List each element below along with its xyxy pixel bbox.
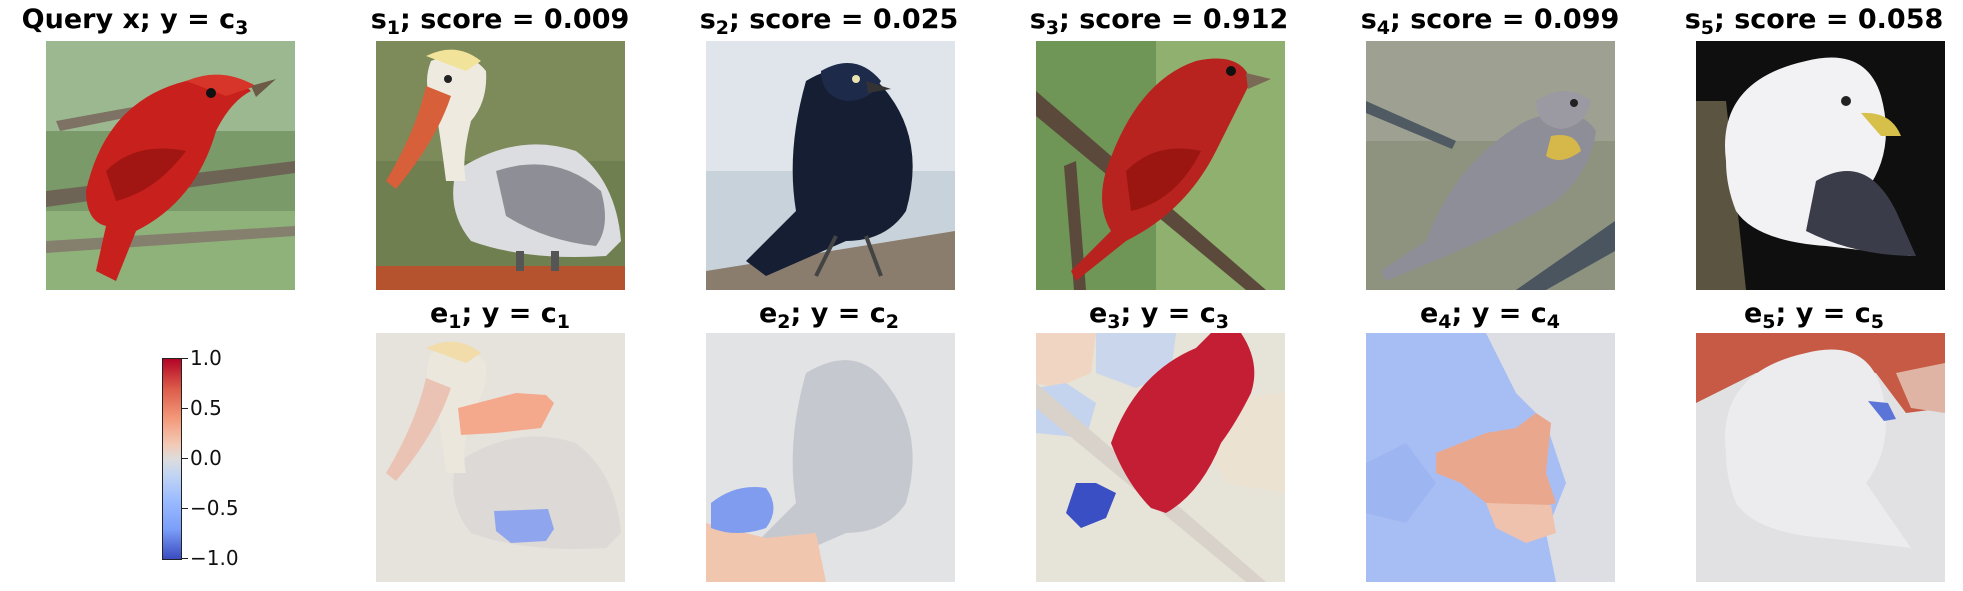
explanation-2-heatmap bbox=[706, 333, 955, 582]
sample-4-image-warbler bbox=[1366, 41, 1615, 290]
explanation-1-title: e1; y = c1 bbox=[429, 298, 570, 333]
colorbar-tick-label: 1.0 bbox=[190, 346, 222, 370]
sample-4-title: s4; score = 0.099 bbox=[1360, 4, 1620, 39]
explanation-3-title: e3; y = c3 bbox=[1088, 298, 1229, 333]
query-image-red-bird bbox=[46, 41, 295, 290]
colorbar bbox=[162, 358, 182, 560]
sample-3-title: s3; score = 0.912 bbox=[1029, 4, 1289, 39]
colorbar-tick bbox=[182, 508, 188, 509]
sample-1-title: s1; score = 0.009 bbox=[370, 4, 630, 39]
colorbar-tick-label: −0.5 bbox=[190, 496, 239, 520]
sample-1-image-pelican bbox=[376, 41, 625, 290]
explanation-4-title: e4; y = c4 bbox=[1419, 298, 1560, 333]
colorbar-tick bbox=[182, 458, 188, 459]
sample-5-image-gull bbox=[1696, 41, 1945, 290]
colorbar-tick-label: 0.0 bbox=[190, 446, 222, 470]
colorbar-tick bbox=[182, 408, 188, 409]
colorbar-tick bbox=[182, 358, 188, 359]
colorbar-tick-label: −1.0 bbox=[190, 546, 239, 570]
sample-3-image-red-bird bbox=[1036, 41, 1285, 290]
colorbar-tick bbox=[182, 558, 188, 559]
explanation-5-heatmap bbox=[1696, 333, 1945, 582]
explanation-5-title: e5; y = c5 bbox=[1743, 298, 1884, 333]
query-title: Query x; y = c3 bbox=[21, 4, 249, 39]
colorbar-tick-label: 0.5 bbox=[190, 396, 222, 420]
sample-2-title: s2; score = 0.025 bbox=[699, 4, 959, 39]
explanation-1-heatmap bbox=[376, 333, 625, 582]
explanation-4-heatmap bbox=[1366, 333, 1615, 582]
sample-5-title: s5; score = 0.058 bbox=[1684, 4, 1944, 39]
explanation-3-heatmap bbox=[1036, 333, 1285, 582]
sample-2-image-grackle bbox=[706, 41, 955, 290]
explanation-2-title: e2; y = c2 bbox=[758, 298, 899, 333]
